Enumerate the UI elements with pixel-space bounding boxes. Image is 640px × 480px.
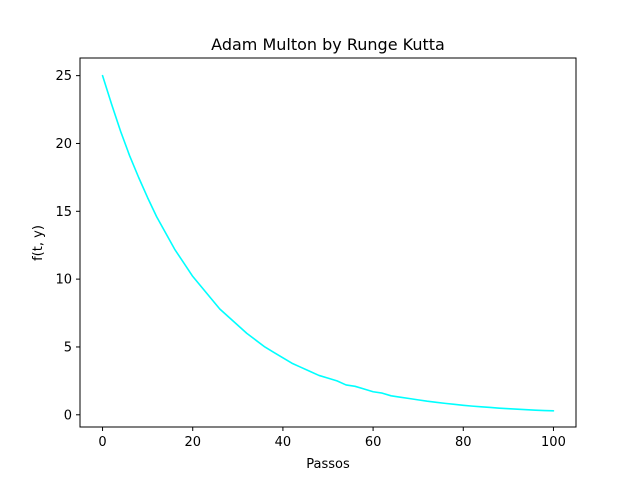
x-axis-label: Passos xyxy=(306,457,350,472)
x-tick-label: 60 xyxy=(365,435,382,450)
x-tick-label: 0 xyxy=(98,435,106,450)
plot-frame xyxy=(79,57,577,428)
y-axis-label: f(t, y) xyxy=(31,225,46,261)
y-tick-label: 10 xyxy=(55,273,72,288)
y-tick-label: 0 xyxy=(64,408,72,423)
x-tick-label: 20 xyxy=(184,435,201,450)
series-line xyxy=(101,74,555,412)
chart-title: Adam Multon by Runge Kutta xyxy=(211,35,445,54)
y-tick-label: 15 xyxy=(55,205,72,220)
y-tick-label: 25 xyxy=(55,69,72,84)
x-tick-label: 40 xyxy=(275,435,292,450)
x-tick-label: 100 xyxy=(541,435,566,450)
x-tick-label: 80 xyxy=(455,435,472,450)
y-tick-label: 5 xyxy=(64,340,72,355)
y-tick-label: 20 xyxy=(55,137,72,152)
